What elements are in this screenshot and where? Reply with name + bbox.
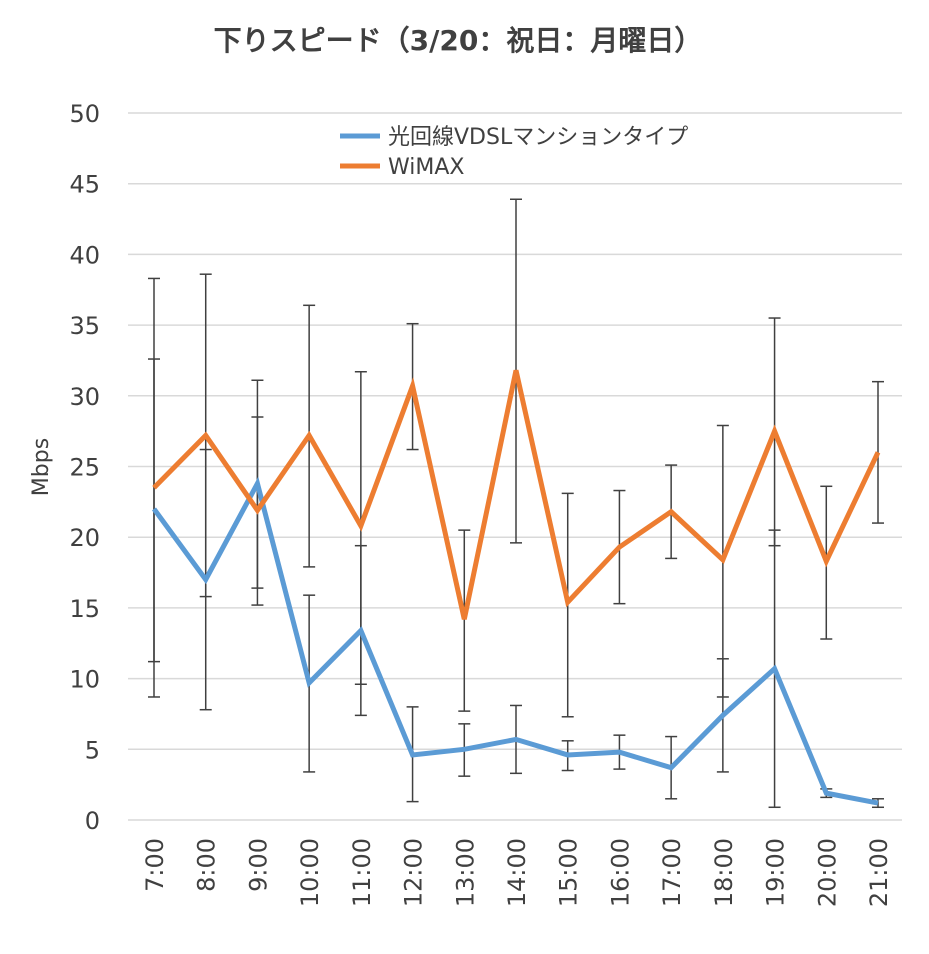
gridlines: [128, 112, 902, 821]
x-tick-label: 13:00: [451, 838, 479, 907]
x-tick-label: 7:00: [141, 838, 169, 892]
x-tick-label: 20:00: [813, 838, 841, 907]
legend: 光回線VDSLマンションタイプ WiMAX: [340, 125, 688, 180]
x-tick-label: 11:00: [348, 838, 376, 907]
x-axis-ticks: 7:00 8:00 9:00 10:00 11:00 12:00 13:00 14:00 15:…: [141, 838, 893, 907]
y-axis-ticks: 0 5 10 15 20 25 30 35 40 45 50: [69, 100, 100, 835]
y-tick-label: 5: [85, 736, 100, 764]
y-tick-label: 15: [69, 595, 100, 623]
series-lines: [151, 369, 881, 806]
y-tick-label: 40: [69, 241, 100, 269]
x-tick-label: 21:00: [865, 838, 893, 907]
y-tick-label: 35: [69, 312, 100, 340]
error-bar: [458, 529, 471, 712]
x-tick-label: 16:00: [606, 838, 634, 907]
x-tick-label: 10:00: [296, 838, 324, 907]
y-tick-label: 45: [69, 171, 100, 199]
y-tick-label: 25: [69, 454, 100, 482]
chart-title: 下りスピード（3/20：祝日：月曜日）: [214, 24, 703, 57]
y-tick-label: 30: [69, 383, 100, 411]
y-tick-label: 20: [69, 524, 100, 552]
x-tick-label: 15:00: [555, 838, 583, 907]
x-tick-label: 19:00: [762, 838, 790, 907]
x-tick-label: 14:00: [503, 838, 531, 907]
x-tick-label: 17:00: [658, 838, 686, 907]
legend-label: WiMAX: [388, 155, 464, 180]
legend-label: 光回線VDSLマンションタイプ: [388, 125, 688, 150]
x-tick-label: 12:00: [400, 838, 428, 907]
series-line-1: [151, 476, 879, 806]
x-tick-label: 8:00: [193, 838, 221, 892]
series-line-2: [152, 369, 881, 620]
x-tick-label: 18:00: [710, 838, 738, 907]
y-tick-label: 0: [85, 807, 100, 835]
y-tick-label: 10: [69, 666, 100, 694]
y-axis-label: Mbps: [29, 438, 54, 496]
error-bars: [148, 198, 884, 809]
y-tick-label: 50: [69, 100, 100, 128]
x-tick-label: 9:00: [244, 838, 272, 892]
